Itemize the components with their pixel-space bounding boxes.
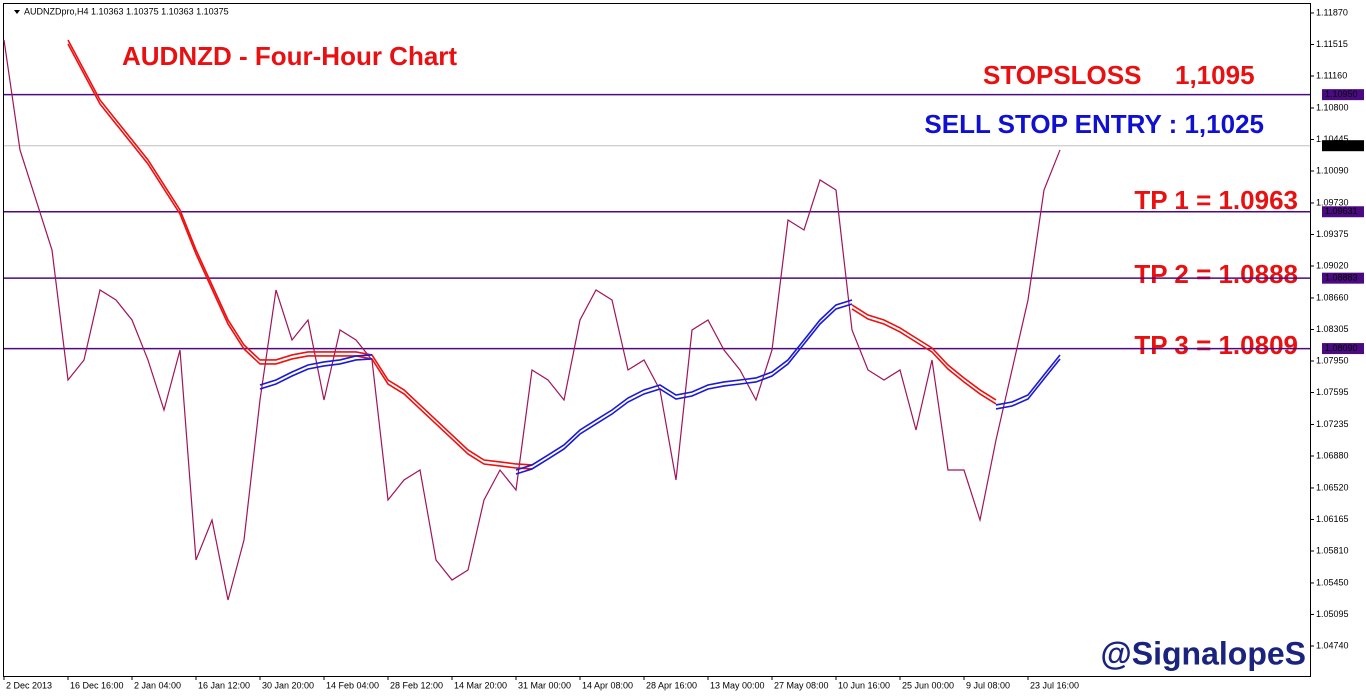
x-tick-label: 14 Apr 08:00	[582, 680, 633, 690]
y-tick-label: 1.06880	[1316, 450, 1349, 460]
y-tick-label: 1.04740	[1316, 640, 1349, 650]
tp2-label: TP 2 = 1.0888	[1134, 259, 1298, 289]
level-tag	[1322, 343, 1364, 355]
menu-arrow	[14, 10, 20, 14]
y-tick-label: 1.09730	[1316, 197, 1349, 207]
moving-average-band	[259, 303, 1061, 475]
x-tick-label: 13 May 00:00	[710, 680, 765, 690]
x-tick-label: 27 May 08:00	[774, 680, 829, 690]
x-tick-label: 30 Jan 20:00	[262, 680, 314, 690]
level-tag-label: 1.09631	[1325, 206, 1358, 216]
y-tick-label: 1.06520	[1316, 482, 1349, 492]
x-tick-label: 31 Mar 00:00	[518, 680, 571, 690]
y-tick-label: 1.05450	[1316, 577, 1349, 587]
y-tick-label: 1.11515	[1316, 39, 1348, 49]
level-tag-label: 1.08090	[1325, 343, 1358, 353]
y-tick-label: 1.10445	[1316, 134, 1349, 144]
tp3-label: TP 3 = 1.0809	[1134, 330, 1298, 360]
x-tick-label: 25 Jun 00:00	[902, 680, 954, 690]
chart-title: AUDNZD - Four-Hour Chart	[122, 41, 457, 71]
stoploss-value: 1,1095	[1175, 60, 1255, 90]
x-tick-label: 16 Dec 16:00	[70, 680, 124, 690]
level-tag	[1322, 89, 1364, 101]
x-tick-label: 16 Jan 12:00	[198, 680, 250, 690]
y-tick-label: 1.07950	[1316, 355, 1349, 365]
y-tick-label: 1.09375	[1316, 229, 1349, 239]
y-tick-label: 1.05095	[1316, 609, 1349, 619]
x-tick-label: 14 Feb 04:00	[326, 680, 379, 690]
x-tick-label: 2 Jan 04:00	[134, 680, 181, 690]
stoploss-label: STOPSLOSS	[983, 60, 1141, 90]
y-tick-label: 1.08305	[1316, 324, 1349, 334]
price-line-series	[3, 39, 1061, 601]
moving-average	[67, 39, 997, 466]
y-tick-label: 1.10090	[1316, 165, 1349, 175]
x-tick-label: 9 Jul 08:00	[966, 680, 1010, 690]
y-tick-label: 1.07595	[1316, 387, 1349, 397]
level-tag	[1322, 272, 1364, 284]
y-tick-label: 1.06165	[1316, 514, 1349, 524]
y-tick-label: 1.09020	[1316, 260, 1349, 270]
price-tag	[1322, 140, 1364, 152]
moving-average-band	[67, 43, 997, 470]
moving-average	[259, 299, 1061, 471]
x-tick-label: 10 Jun 16:00	[838, 680, 890, 690]
price-tag-label: 1.10375	[1325, 140, 1358, 150]
y-tick-label: 1.11160	[1316, 70, 1347, 80]
entry-label: SELL STOP ENTRY : 1,1025	[924, 109, 1264, 139]
plot-frame	[3, 3, 1311, 677]
x-tick-label: 28 Apr 16:00	[646, 680, 697, 690]
chart-header: AUDNZDpro,H4 1.10363 1.10375 1.10363 1.1…	[24, 6, 229, 16]
x-tick-label: 14 Mar 20:00	[454, 680, 507, 690]
watermark: @SignalopeS	[1101, 635, 1306, 671]
level-tag-label: 1.10950	[1325, 89, 1358, 99]
y-tick-label: 1.07235	[1316, 419, 1349, 429]
x-tick-label: 2 Dec 2013	[6, 680, 52, 690]
x-tick-label: 23 Jul 16:00	[1030, 680, 1079, 690]
y-tick-label: 1.05810	[1316, 545, 1349, 555]
y-tick-label: 1.10800	[1316, 102, 1349, 112]
y-tick-label: 1.11870	[1316, 7, 1348, 17]
y-tick-label: 1.08660	[1316, 292, 1349, 302]
tp1-label: TP 1 = 1.0963	[1134, 185, 1298, 215]
x-tick-label: 28 Feb 12:00	[390, 680, 443, 690]
level-tag	[1322, 206, 1364, 218]
level-tag-label: 1.08883	[1325, 273, 1358, 283]
